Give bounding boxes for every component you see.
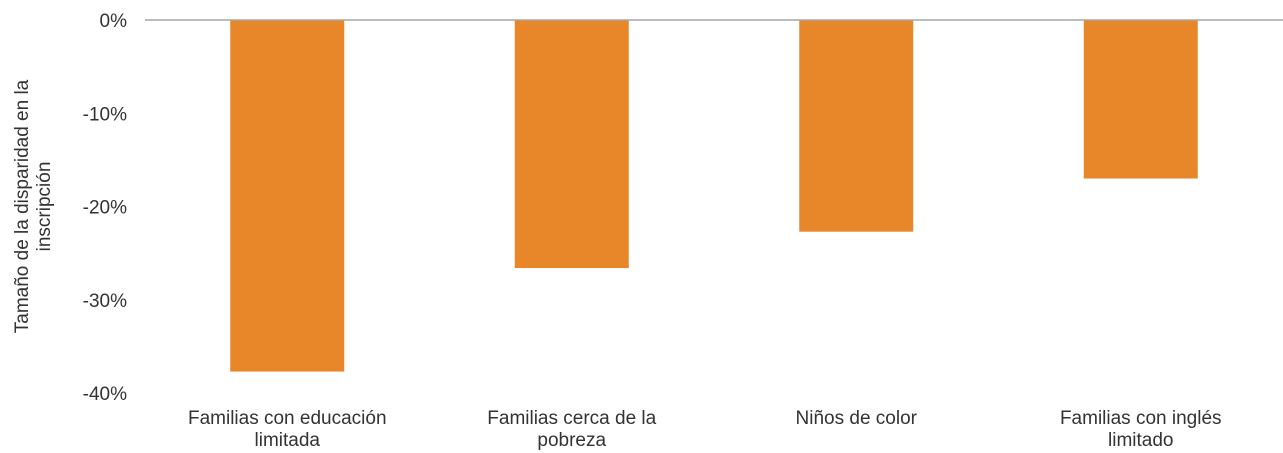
y-tick-label: 0% bbox=[100, 11, 128, 32]
y-axis-label-line: Tamaño de la disparidad en la bbox=[12, 79, 33, 333]
y-tick-label: -10% bbox=[83, 104, 127, 125]
bar bbox=[230, 20, 345, 372]
y-tick-label: -20% bbox=[83, 198, 127, 219]
x-category-label: Familias con educación limitada bbox=[188, 408, 387, 451]
y-tick-labels: 0% -10% -20% -30% -40% bbox=[83, 11, 127, 405]
x-category-label-line: limitada bbox=[255, 430, 321, 451]
bars bbox=[230, 20, 1198, 372]
x-category-label: Niños de color bbox=[796, 408, 918, 429]
x-category-label: Familias cerca de la pobreza bbox=[487, 408, 656, 451]
bar bbox=[799, 20, 914, 232]
x-category-label-line: Familias cerca de la bbox=[487, 408, 656, 429]
x-category-label-line: Familias con educación bbox=[188, 408, 387, 429]
y-axis-label: Tamaño de la disparidad en lainscripción bbox=[12, 79, 55, 333]
y-axis-title: Tamaño de la disparidad en lainscripción bbox=[12, 79, 55, 333]
x-category-label-line: Familias con inglés bbox=[1060, 408, 1222, 429]
y-axis-label-line: inscripción bbox=[34, 162, 55, 252]
x-category-label-line: pobreza bbox=[537, 430, 606, 451]
y-tick-label: -30% bbox=[83, 291, 127, 312]
y-tick-label: -40% bbox=[83, 384, 127, 405]
bar bbox=[514, 20, 629, 269]
bar bbox=[1083, 20, 1198, 179]
x-category-label-line: limitado bbox=[1108, 430, 1173, 451]
x-category-label-line: Niños de color bbox=[796, 408, 918, 429]
x-category-label: Familias con inglés limitado bbox=[1060, 408, 1222, 451]
